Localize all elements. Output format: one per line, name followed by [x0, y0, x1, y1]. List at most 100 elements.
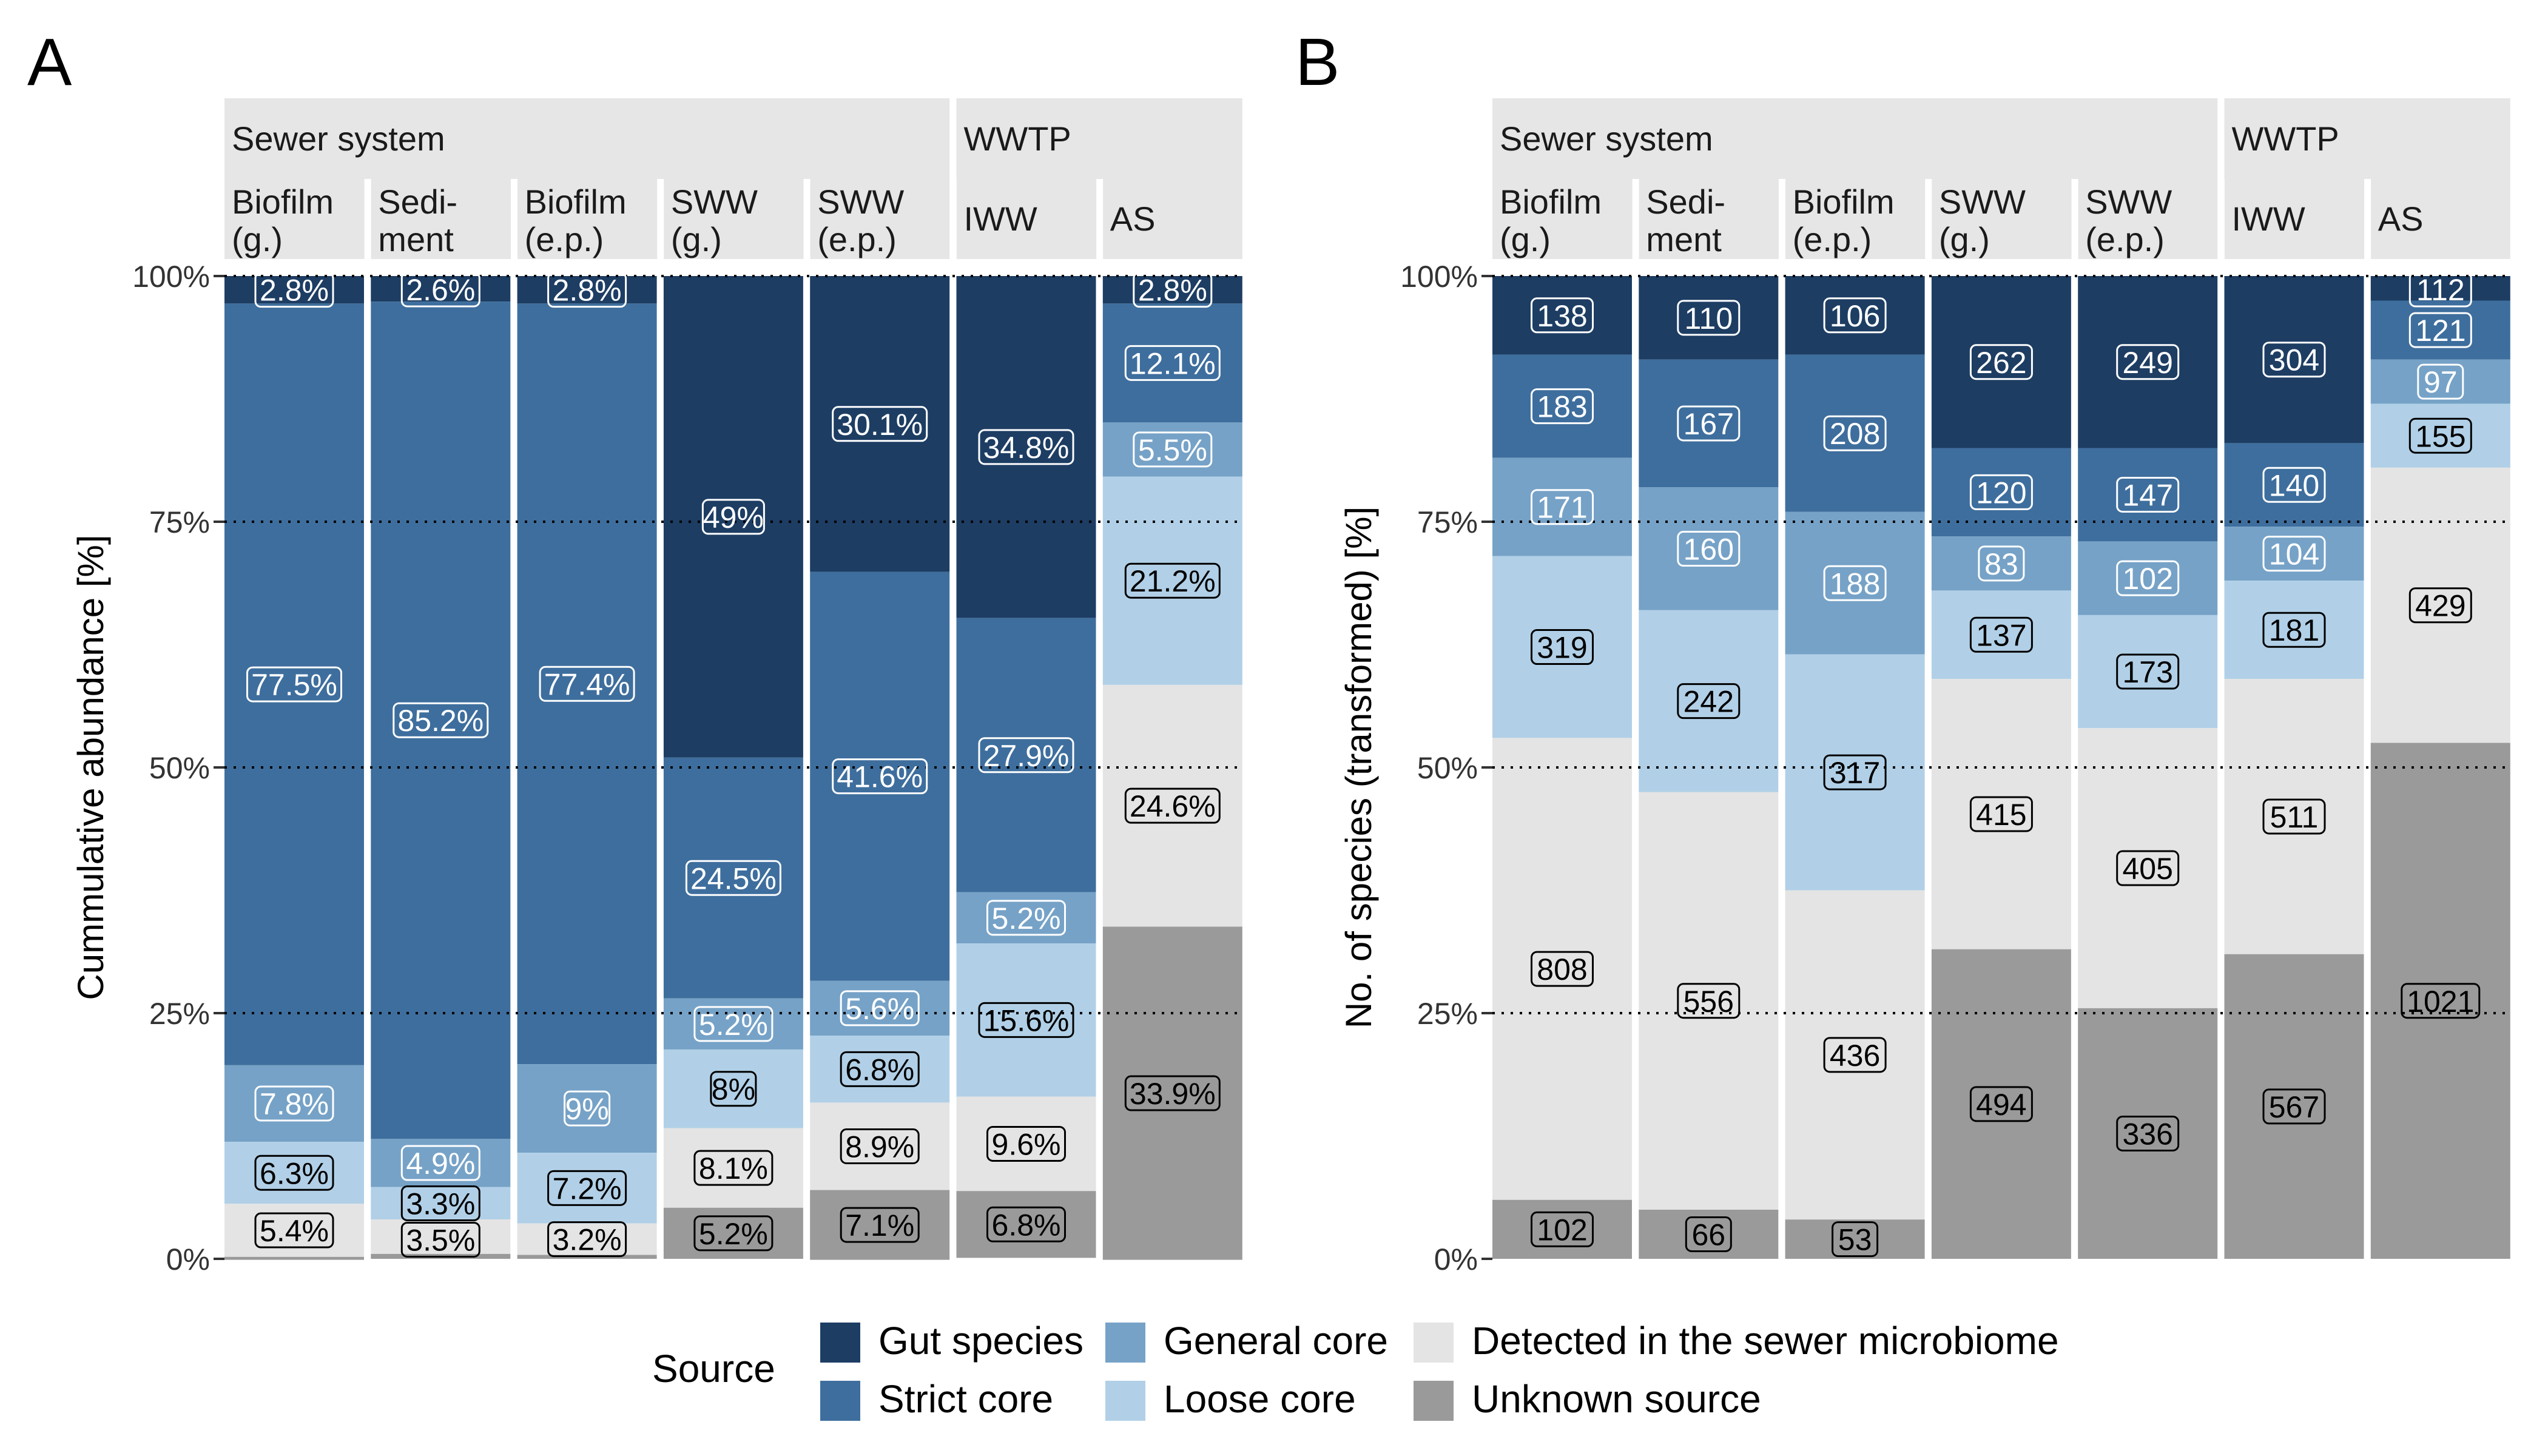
bar-segment	[517, 276, 657, 304]
data-label-text: 53	[1838, 1223, 1872, 1257]
data-label-box	[1677, 405, 1741, 442]
data-label-box	[564, 1090, 611, 1127]
bar-segment	[2078, 448, 2218, 542]
data-label-text: 5.6%	[845, 992, 914, 1026]
data-label-text: 66	[1691, 1218, 1725, 1252]
data-label-text: 494	[1976, 1088, 2026, 1122]
legend-item: General core	[1105, 1319, 1388, 1363]
legend-swatch	[1105, 1323, 1145, 1363]
y-tick-label: 100%	[132, 260, 210, 294]
data-label-box	[986, 1125, 1066, 1162]
bar-segment	[224, 276, 364, 304]
data-label-box	[1677, 300, 1741, 336]
data-label-box	[693, 1150, 774, 1186]
data-label-box	[1823, 565, 1887, 601]
data-label: 106	[1823, 297, 1887, 334]
data-label-box	[2116, 1115, 2180, 1151]
data-label: 1021	[2401, 983, 2481, 1019]
data-label: 2.6%	[400, 271, 480, 308]
data-label: 556	[1677, 983, 1741, 1019]
data-label-box	[2408, 312, 2472, 348]
data-label: 83	[1978, 545, 2025, 582]
legend-swatch	[1105, 1381, 1145, 1421]
bar-segment	[2078, 276, 2218, 448]
data-label-box	[1677, 683, 1741, 720]
legend-item: Strict core	[820, 1377, 1053, 1421]
data-label: 405	[2116, 850, 2180, 886]
data-label-box	[693, 1215, 774, 1252]
data-label-text: 15.6%	[983, 1003, 1070, 1037]
category-label: (e.p.)	[817, 220, 897, 258]
data-label-text: 5.2%	[699, 1008, 768, 1042]
data-label-text: 6.8%	[845, 1053, 914, 1087]
y-tick-label: 75%	[149, 505, 210, 539]
data-label: 33.9%	[1124, 1075, 1221, 1111]
data-label-box	[840, 990, 920, 1026]
bar-segment	[2224, 443, 2364, 527]
data-label-text: 808	[1537, 952, 1587, 986]
data-label: 137	[1969, 616, 2033, 653]
data-label-box	[1969, 796, 2033, 832]
data-label-text: 97	[2424, 365, 2458, 399]
data-label: 104	[2262, 536, 2326, 572]
category-label: (g.)	[1939, 220, 1990, 258]
bar-segment	[2078, 615, 2218, 729]
data-label: 6.3%	[254, 1154, 334, 1191]
data-label-text: 120	[1976, 476, 2026, 510]
data-label-box	[393, 702, 489, 738]
data-label-text: 102	[2122, 562, 2172, 596]
bar-segment	[2224, 679, 2364, 954]
bar-segment	[2370, 300, 2510, 360]
data-label: 49%	[701, 499, 765, 535]
data-label-text: 336	[2122, 1117, 2172, 1151]
data-label-box	[840, 1051, 920, 1087]
data-label-text: 208	[1830, 417, 1880, 451]
data-label: 138	[1531, 297, 1594, 334]
data-label-box	[246, 666, 342, 703]
data-label: 429	[2408, 587, 2472, 624]
category-label: Sedi-	[1646, 183, 1725, 221]
legend-swatch	[1414, 1381, 1454, 1421]
data-label-text: 138	[1537, 299, 1587, 333]
data-label-text: 181	[2269, 613, 2319, 647]
data-label-box	[1531, 1211, 1594, 1247]
category-label: SWW	[671, 183, 758, 221]
bar-segment	[2224, 527, 2364, 581]
bar-segment	[1931, 949, 2071, 1259]
data-label: 15.6%	[978, 1002, 1074, 1038]
data-label: 9%	[564, 1090, 611, 1127]
data-label-box	[1531, 388, 1594, 425]
data-label-box	[254, 272, 334, 308]
strip-separator	[657, 179, 664, 259]
bar-segment	[1931, 276, 2071, 448]
data-label-box	[701, 499, 765, 535]
data-label-text: 33.9%	[1130, 1077, 1216, 1111]
data-label-box	[2262, 798, 2326, 835]
data-label: 808	[1531, 951, 1594, 987]
bar-segment	[810, 1036, 950, 1103]
data-label: 34.8%	[978, 429, 1074, 465]
data-label-box	[840, 1207, 920, 1243]
data-label-text: 319	[1537, 631, 1587, 665]
data-label-text: 511	[2270, 800, 2319, 834]
data-label-text: 167	[1684, 407, 1734, 441]
bar-segment	[2370, 403, 2510, 468]
data-label-text: 106	[1830, 299, 1880, 333]
data-label: 7.1%	[840, 1207, 920, 1243]
bar-segment	[2370, 359, 2510, 404]
data-label-text: 41.6%	[837, 760, 923, 794]
bar-segment	[2224, 276, 2364, 443]
data-label-box	[1677, 983, 1741, 1019]
y-tick-label: 75%	[1417, 505, 1478, 539]
data-label-text: 415	[1976, 798, 2026, 832]
strip-separator	[1778, 179, 1785, 259]
data-label-text: 49%	[703, 500, 764, 534]
bar-segment	[956, 1096, 1096, 1191]
category-label: Biofilm	[525, 183, 627, 221]
data-label-box	[1531, 629, 1594, 666]
data-label-text: 140	[2269, 468, 2319, 502]
data-label-text: 21.2%	[1130, 564, 1216, 598]
data-label-text: 102	[1537, 1213, 1587, 1247]
category-label: AS	[1110, 200, 1156, 238]
